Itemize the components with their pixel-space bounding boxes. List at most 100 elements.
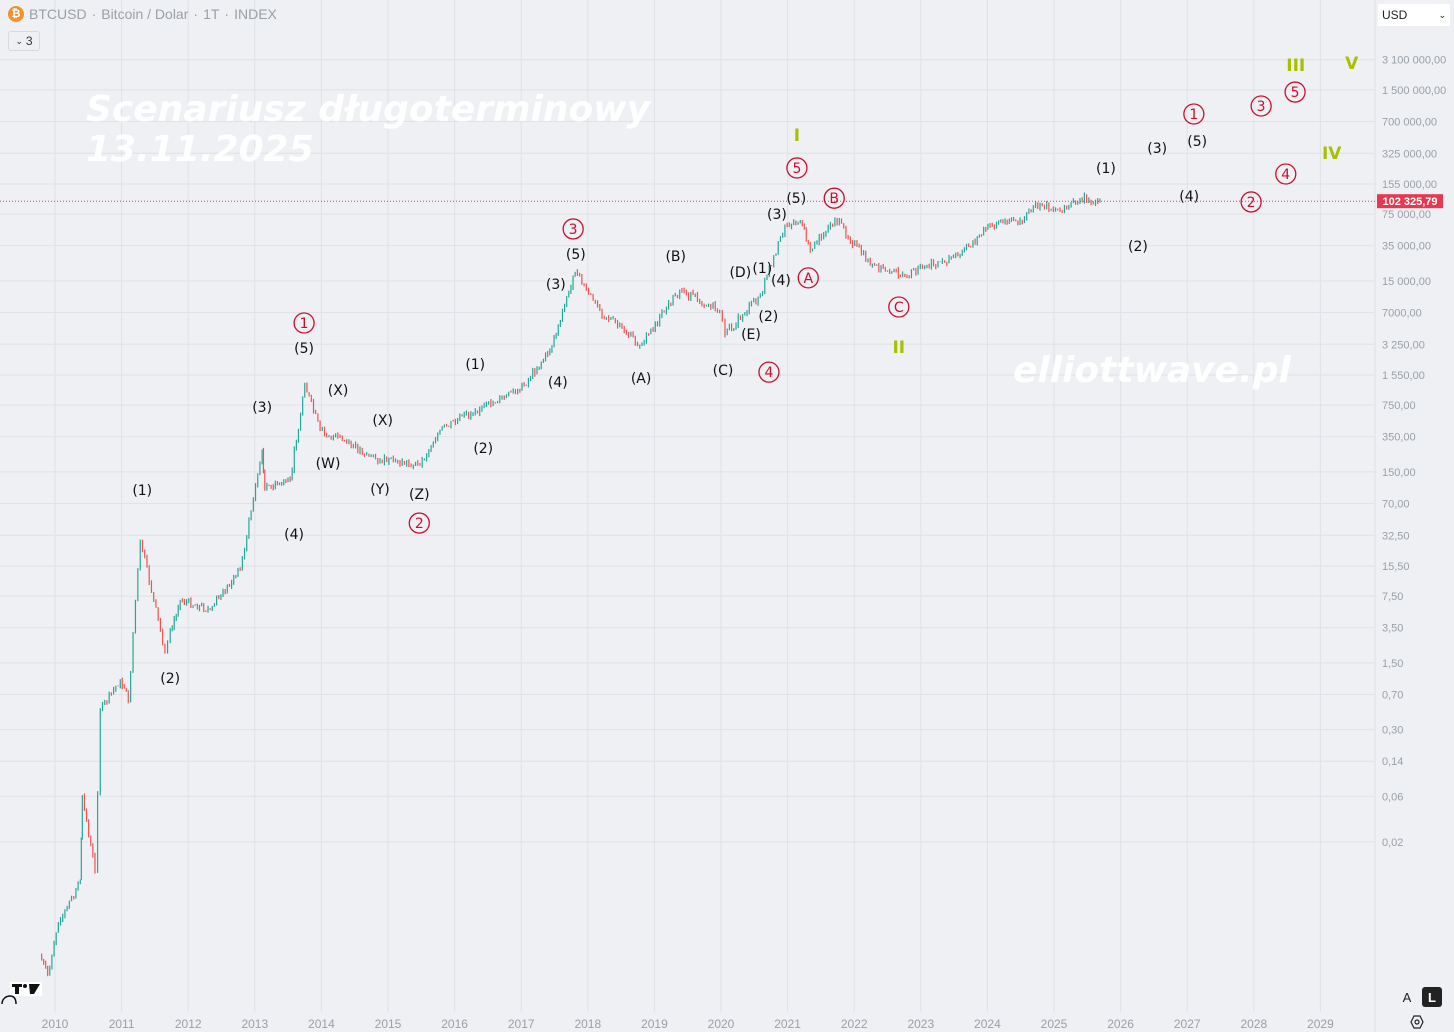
wave-circle-marker [562, 218, 584, 240]
price-tick-label: 750,00 [1382, 400, 1416, 412]
price-tick-label: 15 000,00 [1382, 276, 1431, 288]
log-scale-button[interactable]: L [1422, 987, 1442, 1007]
time-tick-label: 2024 [974, 1017, 1001, 1031]
time-tick-label: 2015 [375, 1017, 402, 1031]
currency-value: USD [1382, 8, 1408, 22]
symbol-header[interactable]: ₿ BTCUSD · Bitcoin / Dolar · 1T · INDEX [8, 6, 277, 22]
price-tick-label: 1,50 [1382, 658, 1403, 670]
wave-label-intermediate: (3) [1147, 141, 1167, 157]
wave-label-primary: 2 [415, 516, 424, 532]
wave-circle-marker [1250, 95, 1272, 117]
separator: · [224, 6, 230, 22]
time-tick-label: 2014 [308, 1017, 335, 1031]
time-tick-label: 2028 [1240, 1017, 1267, 1031]
wave-circle-marker [797, 267, 819, 289]
price-tick-label: 7000,00 [1382, 307, 1422, 319]
wave-label-intermediate: (4) [284, 527, 304, 543]
wave-label-intermediate: (5) [294, 341, 314, 357]
wave-label-intermediate: (Z) [409, 487, 430, 503]
chevron-down-icon: ⌄ [1438, 9, 1446, 20]
wave-circle-marker [1183, 103, 1205, 125]
time-tick-label: 2012 [175, 1017, 202, 1031]
time-tick-label: 2018 [574, 1017, 601, 1031]
wave-annotations: (1) (2) (3) (4) 1 (5) (X) (W) (X) (Y) (Z) 2 (1) (2) (3… [132, 54, 1359, 687]
wave-label-primary: 2 [1247, 195, 1256, 211]
wave-label-intermediate: (4) [1179, 189, 1199, 205]
price-tick-label: 0,14 [1382, 756, 1403, 768]
site-watermark: elliottwave.pl [1013, 350, 1291, 391]
price-series [41, 192, 1101, 977]
wave-label-primary: A [803, 271, 813, 287]
wave-circle-marker [888, 296, 910, 318]
price-tick-label: 32,50 [1382, 530, 1410, 542]
time-tick-label: 2013 [241, 1017, 268, 1031]
time-tick-label: 2029 [1307, 1017, 1334, 1031]
time-tick-label: 2019 [641, 1017, 668, 1031]
wave-label-intermediate: (X) [328, 383, 349, 399]
wave-label-intermediate: (1) [1096, 161, 1116, 177]
scenario-title-watermark: Scenariusz długoterminowy 13.11.2025 [86, 90, 650, 170]
price-tick-label: 0,70 [1382, 689, 1403, 701]
wave-label-primary: 5 [792, 161, 801, 177]
last-price-badge [1377, 194, 1443, 209]
wave-label-intermediate: (D) [729, 265, 751, 281]
wave-label-intermediate: (A) [631, 371, 652, 387]
chevron-down-icon: ⌄ [15, 35, 23, 46]
wave-label-primary: 1 [1189, 107, 1198, 123]
wave-label-cycle: IV [1322, 144, 1342, 164]
wave-circle-marker [823, 187, 845, 209]
exchange: INDEX [234, 6, 277, 22]
wave-circle-marker [1275, 163, 1297, 185]
wave-label-intermediate: (2) [758, 309, 778, 325]
price-tick-label: 0,02 [1382, 837, 1403, 849]
separator: · [193, 6, 199, 22]
price-tick-label: 3 100 000,00 [1382, 55, 1446, 67]
wave-circle-marker [293, 312, 315, 334]
wave-label-intermediate: (3) [767, 207, 787, 223]
wave-label-cycle: V [1345, 54, 1359, 74]
wave-label-primary: C [894, 300, 904, 316]
auto-scale-button[interactable]: A [1402, 989, 1412, 1005]
wave-label-intermediate: (B) [665, 249, 686, 265]
wave-label-intermediate: (1) [132, 483, 152, 499]
wave-label-intermediate: (3) [252, 400, 272, 416]
currency-select[interactable]: USD ⌄ [1378, 4, 1450, 26]
wave-label-intermediate: (1) [752, 261, 772, 277]
time-tick-label: 2026 [1107, 1017, 1134, 1031]
last-price-label: 102 325,79 [1382, 196, 1437, 208]
price-tick-label: 0,30 [1382, 725, 1403, 737]
grid [0, 0, 1376, 1032]
price-tick-label: 155 000,00 [1382, 179, 1437, 191]
wave-label-cycle: I [794, 126, 800, 146]
time-tick-label: 2025 [1041, 1017, 1068, 1031]
price-tick-label: 0,06 [1382, 791, 1403, 803]
price-tick-label: 1 550,00 [1382, 370, 1425, 382]
gear-icon[interactable] [1410, 1015, 1424, 1029]
time-tick-label: 2016 [441, 1017, 468, 1031]
wave-label-intermediate: (5) [1187, 134, 1207, 150]
symbol-name: BTCUSD [29, 6, 87, 22]
price-tick-label: 1 500 000,00 [1382, 85, 1446, 97]
price-tick-label: 35 000,00 [1382, 241, 1431, 253]
wave-label-primary: 5 [1291, 85, 1300, 101]
wave-label-intermediate: (X) [372, 413, 393, 429]
time-tick-label: 2023 [907, 1017, 934, 1031]
time-axis[interactable]: 2010 2011 2012 2013 2014 2015 2016 2017 2018 2019… [42, 1017, 1334, 1031]
wave-label-intermediate: (E) [741, 327, 761, 343]
wave-label-intermediate: (C) [713, 363, 734, 379]
wave-circle-marker [408, 512, 430, 534]
wave-label-primary: B [829, 191, 839, 207]
time-tick-label: 2021 [774, 1017, 801, 1031]
wave-label-intermediate: (5) [786, 191, 806, 207]
time-tick-label: 2010 [42, 1017, 69, 1031]
interval: 1T [203, 6, 220, 22]
tradingview-logo [1, 982, 42, 1005]
wave-circle-marker [758, 361, 780, 383]
wave-label-primary: 1 [300, 316, 309, 332]
price-axis[interactable]: 3 100 000,00 1 500 000,00 700 000,00 325 00… [1377, 55, 1446, 849]
separator: · [91, 6, 97, 22]
indicators-collapse-button[interactable]: ⌄ 3 [8, 31, 40, 51]
symbol-description: Bitcoin / Dolar [101, 6, 189, 22]
time-tick-label: 2020 [708, 1017, 735, 1031]
